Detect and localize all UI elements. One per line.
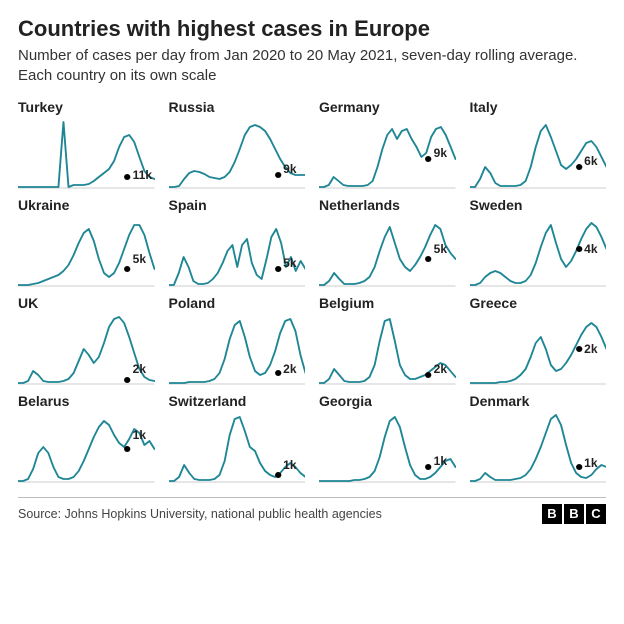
country-label: Sweden [470,197,607,213]
end-value-label: 6k [584,154,597,168]
sparkline-wrap: 9k [169,117,306,189]
sparkline-wrap: 5k [18,215,155,287]
sparkline-panel: Belgium 2k [319,295,456,385]
sparkline-panel: Belarus 1k [18,393,155,483]
country-label: Germany [319,99,456,115]
sparkline-wrap: 4k [470,215,607,287]
chart-title: Countries with highest cases in Europe [18,16,606,42]
end-value-label: 2k [584,342,597,356]
country-label: Belgium [319,295,456,311]
sparkline-panel: Poland 2k [169,295,306,385]
chart-subtitle: Number of cases per day from Jan 2020 to… [18,46,606,85]
end-value-label: 11k [133,168,152,182]
sparkline-wrap: 2k [18,313,155,385]
sparkline-wrap: 2k [169,313,306,385]
sparkline-panel: Turkey 11k [18,99,155,189]
sparkline-wrap: 1k [169,411,306,483]
end-value-label: 9k [283,162,296,176]
chart-container: Countries with highest cases in Europe N… [0,0,624,534]
sparkline-panel: Sweden 4k [470,197,607,287]
sparkline-panel: Netherlands 5k [319,197,456,287]
country-label: Georgia [319,393,456,409]
end-value-label: 1k [434,454,447,468]
country-label: Denmark [470,393,607,409]
sparkline-wrap: 2k [470,313,607,385]
end-value-label: 2k [434,362,447,376]
source-text: Source: Johns Hopkins University, nation… [18,507,382,521]
sparkline-wrap: 5k [169,215,306,287]
sparkline-wrap: 1k [470,411,607,483]
sparkline-panel: UK 2k [18,295,155,385]
bbc-logo-letter: B [542,504,562,524]
country-label: Switzerland [169,393,306,409]
sparkline-panel: Switzerland 1k [169,393,306,483]
sparkline-panel: Spain 5k [169,197,306,287]
end-value-label: 5k [434,242,447,256]
end-value-label: 1k [283,458,296,472]
sparkline-panel: Ukraine 5k [18,197,155,287]
country-label: Russia [169,99,306,115]
sparkline-panel: Italy 6k [470,99,607,189]
country-label: Poland [169,295,306,311]
bbc-logo: BBC [542,504,606,524]
end-value-label: 9k [434,146,447,160]
sparkline-panel: Russia 9k [169,99,306,189]
country-label: Spain [169,197,306,213]
end-value-label: 1k [584,456,597,470]
sparkline-panel: Germany 9k [319,99,456,189]
sparkline-panel: Denmark 1k [470,393,607,483]
sparkline-wrap: 11k [18,117,155,189]
country-label: Belarus [18,393,155,409]
country-label: Italy [470,99,607,115]
bbc-logo-letter: B [564,504,584,524]
small-multiples-grid: Turkey 11kRussia 9kGermany 9kItaly 6kUkr… [18,99,606,483]
sparkline-panel: Greece 2k [470,295,607,385]
end-value-label: 4k [584,242,597,256]
country-label: UK [18,295,155,311]
end-value-label: 5k [133,252,146,266]
country-label: Netherlands [319,197,456,213]
country-label: Greece [470,295,607,311]
sparkline-wrap: 2k [319,313,456,385]
bbc-logo-letter: C [586,504,606,524]
sparkline-wrap: 1k [18,411,155,483]
sparkline-wrap: 1k [319,411,456,483]
end-value-label: 5k [283,256,296,270]
sparkline-wrap: 6k [470,117,607,189]
sparkline-wrap: 9k [319,117,456,189]
end-value-label: 2k [133,362,146,376]
chart-footer: Source: Johns Hopkins University, nation… [18,497,606,524]
sparkline-panel: Georgia 1k [319,393,456,483]
country-label: Ukraine [18,197,155,213]
end-value-label: 2k [283,362,296,376]
country-label: Turkey [18,99,155,115]
end-value-label: 1k [133,428,146,442]
sparkline-wrap: 5k [319,215,456,287]
